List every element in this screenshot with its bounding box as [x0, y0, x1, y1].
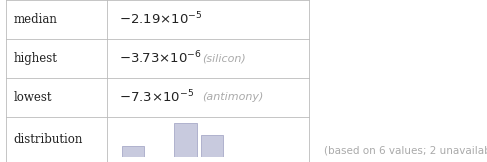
- Text: distribution: distribution: [13, 133, 82, 146]
- Text: (silicon): (silicon): [202, 53, 246, 63]
- Text: (based on 6 values; 2 unavailable): (based on 6 values; 2 unavailable): [324, 145, 487, 156]
- Text: $-$2.19$\times$$10^{-5}$: $-$2.19$\times$$10^{-5}$: [119, 11, 203, 28]
- Bar: [174, 123, 197, 157]
- Text: (antimony): (antimony): [202, 92, 263, 102]
- Bar: [122, 146, 144, 157]
- Text: $-$7.3$\times$$10^{-5}$: $-$7.3$\times$$10^{-5}$: [119, 89, 194, 105]
- Text: highest: highest: [13, 52, 57, 65]
- Text: $-$3.73$\times$$10^{-6}$: $-$3.73$\times$$10^{-6}$: [119, 50, 202, 67]
- Text: median: median: [13, 13, 57, 26]
- Text: lowest: lowest: [13, 91, 52, 104]
- Bar: [201, 135, 224, 157]
